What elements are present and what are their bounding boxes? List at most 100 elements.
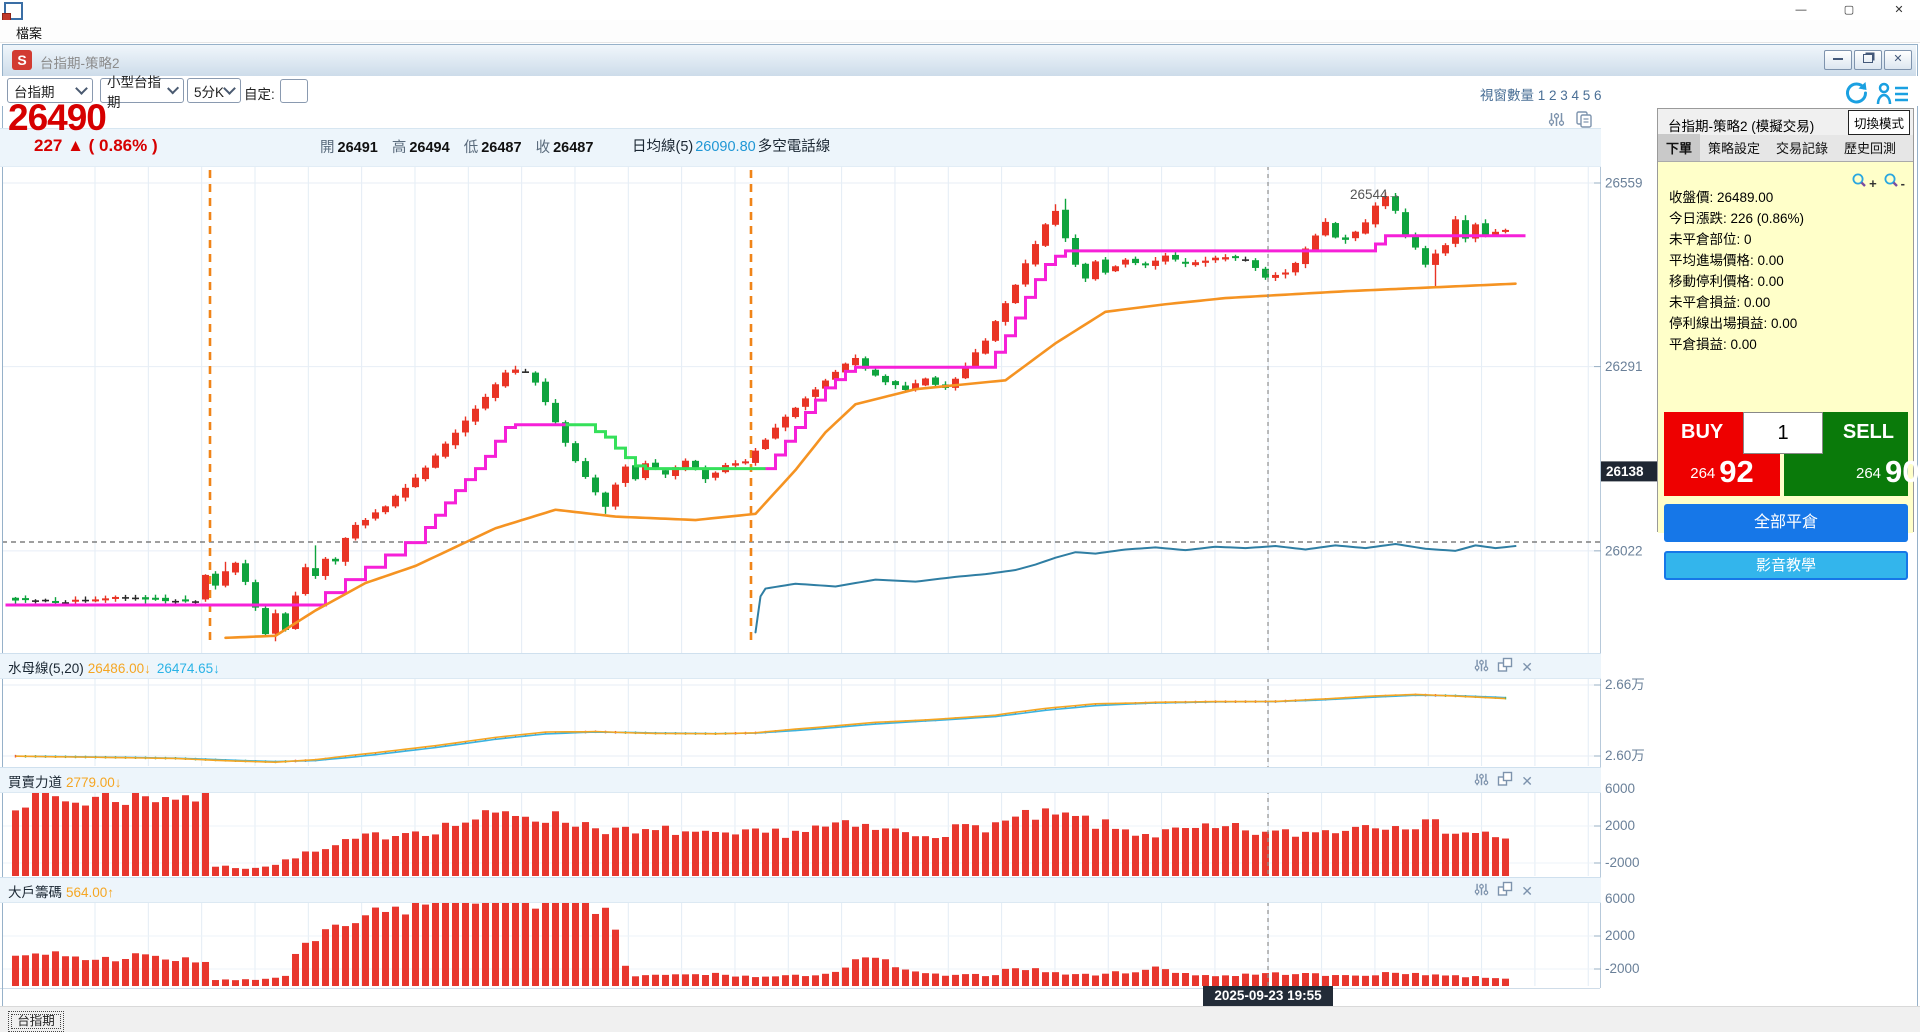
trading-panel-tabs: 下單 策略設定 交易記錄 歷史回測 xyxy=(1658,134,1913,161)
open-value: 26491 xyxy=(337,140,378,156)
indicator-settings-icon[interactable] xyxy=(1474,772,1489,790)
high-label: 高 xyxy=(391,140,407,156)
swap-pane-icon[interactable] xyxy=(1497,657,1513,676)
svg-text:2000: 2000 xyxy=(1605,928,1635,943)
mini-product-select-value: 小型台指期 xyxy=(107,74,161,110)
close-pane-icon[interactable]: ✕ xyxy=(1521,882,1533,899)
svg-text:26138: 26138 xyxy=(1606,464,1644,479)
custom-label: 自定: xyxy=(244,87,275,102)
sell-label: SELL xyxy=(1842,421,1894,443)
window-close-button[interactable]: ✕ xyxy=(1894,4,1904,16)
switch-mode-button[interactable]: 切換模式 xyxy=(1847,110,1910,135)
custom-input[interactable] xyxy=(280,79,308,103)
volume-power-bars xyxy=(12,783,1509,876)
interval-select[interactable]: 5分K xyxy=(187,78,241,103)
trading-panel-title: 台指期-策略2 (模擬交易) xyxy=(1668,119,1815,134)
status-bar: 台指期 xyxy=(0,1006,1920,1032)
svg-text:6000: 6000 xyxy=(1605,781,1635,796)
menu-file[interactable]: 檔案 xyxy=(16,26,43,41)
svg-text:2.60万: 2.60万 xyxy=(1605,748,1645,763)
tab-strategy-settings[interactable]: 策略設定 xyxy=(1708,141,1761,156)
price-change: 227 ▲ ( 0.86% ) xyxy=(34,136,158,155)
dayline-readout: 日均線(5) 26090.80 多空電話線 xyxy=(632,135,830,156)
refresh-icon[interactable] xyxy=(1843,80,1869,109)
field-open-position: 未平倉部位: 0 xyxy=(1669,232,1752,247)
strategy-app-icon: S xyxy=(12,50,32,70)
pane2-name: 買賣力道 xyxy=(8,775,62,790)
close-all-positions-button[interactable]: 全部平倉 xyxy=(1664,504,1908,542)
daily-ma-line xyxy=(224,282,1517,640)
trail-stop-line xyxy=(5,423,566,607)
window-minimize-button[interactable]: — xyxy=(1795,4,1807,16)
indicator-settings-icon[interactable] xyxy=(1474,658,1489,676)
trail-stop-line xyxy=(565,423,766,471)
copy-chart-icon[interactable] xyxy=(1575,110,1593,131)
buy-label: BUY xyxy=(1681,421,1724,443)
menu-bar: 檔案 xyxy=(0,20,1920,43)
child-close-button[interactable]: ✕ xyxy=(1884,50,1912,70)
chevron-down-icon xyxy=(75,82,88,95)
pane1-name: 水母線(5,20) xyxy=(8,661,84,676)
field-closed-pnl: 平倉損益: 0.00 xyxy=(1669,337,1757,352)
close-pane-icon[interactable]: ✕ xyxy=(1521,772,1533,789)
field-stopline-pnl: 停利線出場損益: 0.00 xyxy=(1669,316,1798,331)
zoom-in-icon[interactable]: + xyxy=(1851,172,1877,191)
buy-price: 264 92 xyxy=(1690,454,1754,489)
mdi-child-titlebar[interactable] xyxy=(3,45,1916,77)
bottom-tab-product[interactable]: 台指期 xyxy=(8,1011,64,1032)
indicator-settings-icon[interactable] xyxy=(1548,111,1565,131)
zoom-out-label: - xyxy=(1900,176,1905,191)
mini-product-select[interactable]: 小型台指期 xyxy=(100,75,184,110)
pane3-value: 564.00↑ xyxy=(66,885,115,900)
big-player-bars xyxy=(12,883,1509,986)
zoom-out-icon[interactable]: - xyxy=(1883,172,1905,191)
svg-text:-2000: -2000 xyxy=(1605,855,1640,870)
svg-text:2000: 2000 xyxy=(1605,818,1635,833)
trading-panel: 台指期-策略2 (模擬交易) 切換模式 下單 策略設定 交易記錄 歷史回測 + … xyxy=(1657,108,1920,580)
swap-pane-icon[interactable] xyxy=(1497,881,1513,900)
sell-price: 264 90 xyxy=(1856,454,1920,489)
close-value: 26487 xyxy=(553,140,594,156)
toolbar: 台指期 小型台指期 5分K 自定: 視窗數量 1 2 3 4 5 6 xyxy=(0,75,1920,110)
child-minimize-button[interactable] xyxy=(1824,50,1852,70)
field-close-price: 收盤價: 26489.00 xyxy=(1669,190,1774,205)
user-list-icon[interactable] xyxy=(1876,80,1910,109)
window-maximize-button[interactable]: ▢ xyxy=(1843,4,1855,16)
quote-banner xyxy=(0,128,1601,167)
low-value: 26487 xyxy=(481,140,522,156)
tab-backtest[interactable]: 歷史回測 xyxy=(1844,141,1897,156)
sell-button[interactable]: SELL 264 90 xyxy=(1784,412,1920,496)
pane-header-jellyfish: 水母線(5,20) 26486.00↓ 26474.65↓ ✕ xyxy=(0,653,1601,679)
svg-text:2.66万: 2.66万 xyxy=(1605,677,1645,692)
pane1-value-ma5: 26486.00↓ xyxy=(87,661,151,676)
pane-header-power: 買賣力道 2779.00↓ ✕ xyxy=(0,767,1601,793)
dayline-suffix: 多空電話線 xyxy=(757,139,831,155)
tab-order[interactable]: 下單 xyxy=(1658,134,1701,161)
close-label: 收 xyxy=(535,140,551,156)
svg-text:26022: 26022 xyxy=(1605,543,1643,558)
window-titlebar: — ▢ ✕ xyxy=(0,0,1920,22)
video-tutorial-button[interactable]: 影音教學 xyxy=(1664,551,1908,580)
dayline-label: 日均線(5) xyxy=(632,139,694,155)
product-select[interactable]: 台指期 xyxy=(7,78,93,103)
crosshair-timestamp-badge: 2025-09-23 19:55 xyxy=(1203,986,1333,1006)
interval-select-value: 5分K xyxy=(194,84,225,100)
indicator-settings-icon[interactable] xyxy=(1474,882,1489,900)
field-avg-entry: 平均進場價格: 0.00 xyxy=(1669,253,1784,268)
blue-indicator-line xyxy=(754,542,1517,634)
window-count-label[interactable]: 視窗數量 1 2 3 4 5 6 xyxy=(1480,88,1602,103)
font-zoom-controls: + - xyxy=(1851,172,1905,191)
swap-pane-icon[interactable] xyxy=(1497,771,1513,790)
low-label: 低 xyxy=(463,140,479,156)
svg-text:-2000: -2000 xyxy=(1605,961,1640,976)
mdi-child-title: 台指期-策略2 xyxy=(40,56,120,71)
tab-trade-records[interactable]: 交易記錄 xyxy=(1776,141,1829,156)
zoom-in-label: + xyxy=(1869,176,1877,191)
child-restore-button[interactable] xyxy=(1854,50,1882,70)
field-day-change: 今日漲跌: 226 (0.86%) xyxy=(1669,211,1805,226)
close-pane-icon[interactable]: ✕ xyxy=(1521,658,1533,675)
order-panel-body: + - 收盤價: 26489.00 今日漲跌: 226 (0.86%) 未平倉部… xyxy=(1658,161,1920,580)
quantity-input[interactable]: 1 xyxy=(1743,412,1823,454)
